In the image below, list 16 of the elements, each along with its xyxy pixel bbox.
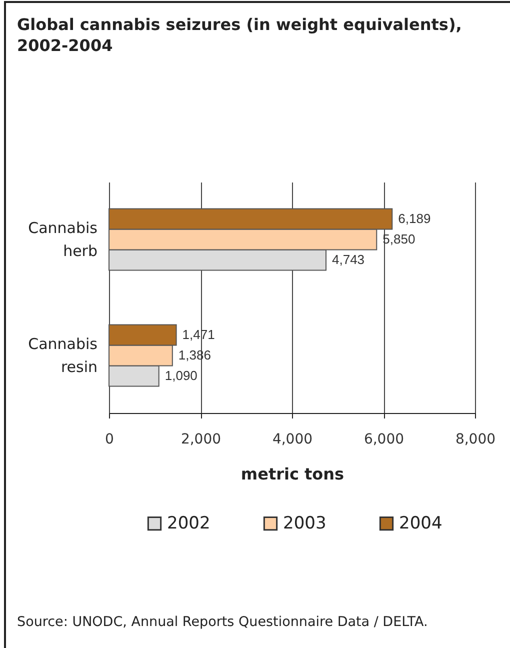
data-label: 6,189 bbox=[398, 210, 431, 226]
x-tick-label: 0 bbox=[105, 432, 114, 448]
x-tick-label: 6,000 bbox=[364, 432, 404, 448]
y-tick-label: Cannabis resin bbox=[28, 335, 98, 376]
source-note: Source: UNODC, Annual Reports Questionnaire Data / DELTA. bbox=[17, 614, 428, 631]
data-label: 1,090 bbox=[164, 368, 198, 384]
x-axis-title: metric tons bbox=[240, 464, 344, 484]
data-label: 4,743 bbox=[332, 252, 365, 267]
legend-label: 2003 bbox=[283, 514, 326, 534]
y-tick-label: Cannabis herb bbox=[28, 218, 98, 260]
legend-label: 2002 bbox=[167, 514, 210, 534]
x-tick-label: 2,000 bbox=[180, 432, 222, 448]
chart-title: Global cannabis seizures (in weight equivalents), 2002-2004 bbox=[17, 14, 462, 56]
x-tick-label: 8,000 bbox=[455, 432, 496, 448]
legend-label: 2004 bbox=[399, 514, 442, 534]
x-tick-label: 4,000 bbox=[272, 432, 313, 448]
